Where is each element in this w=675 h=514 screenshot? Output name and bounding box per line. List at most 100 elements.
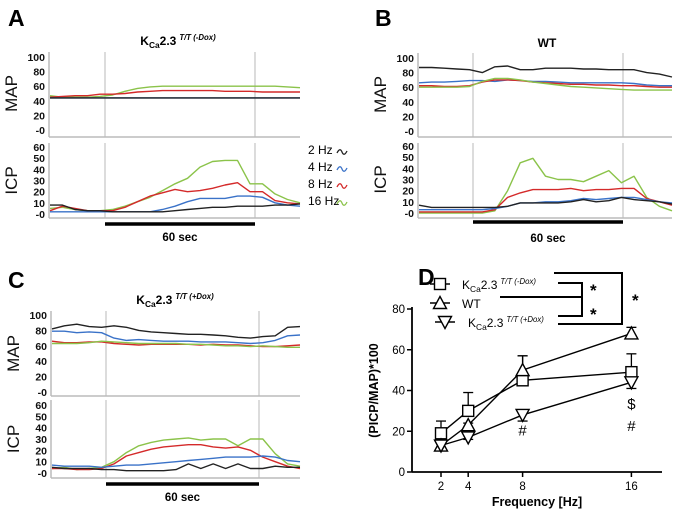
legend-swatch-4hz <box>336 166 348 172</box>
icp-tick-label: 40 <box>402 163 414 175</box>
title-base: K <box>468 316 476 330</box>
series-line-square <box>440 371 632 434</box>
map-tick-label: 60 <box>33 81 45 93</box>
icp-tick-label: 30 <box>35 434 47 446</box>
panel-d-chart: D 0 20 40 60 80 2 4 8 16 Frequency [Hz] (PICP/MAP)*… <box>367 264 662 509</box>
icp-axis-label: ICP <box>4 425 23 453</box>
time-scale-label: 60 sec <box>530 233 566 245</box>
icp-trace-16hz <box>51 437 301 471</box>
map-tick-label: 40 <box>402 97 414 109</box>
title-subscript: Ca <box>476 322 487 332</box>
title-superscript: T/T (-Dox) <box>500 277 536 286</box>
panel-letter: C <box>8 267 25 293</box>
legend-label: KCa2.3 T/T (+Dox) <box>468 315 544 332</box>
map-trace-4hz <box>52 330 301 345</box>
time-scale-label: 60 sec <box>162 232 198 244</box>
legend-label: WT <box>462 297 481 311</box>
map-trace-4hz <box>418 79 672 87</box>
map-trace-2hz <box>419 65 673 78</box>
significance-star: * <box>590 305 597 324</box>
significance-bracket <box>554 272 623 325</box>
x-tick-label: 8 <box>519 481 525 493</box>
series-line-triangle-down <box>440 381 632 447</box>
icp-axis-label: ICP <box>2 166 21 194</box>
title-base: K <box>136 293 145 307</box>
map-tick-label: 80 <box>35 325 47 337</box>
legend-label: 4 Hz <box>308 160 333 174</box>
icp-tick-label: 50 <box>402 152 414 164</box>
icp-trace-16hz <box>49 159 301 212</box>
significance-star: * <box>590 281 597 300</box>
map-axis-label: MAP <box>4 335 23 372</box>
icp-tick-label: 10 <box>33 198 45 210</box>
y-tick-label: 20 <box>392 426 405 438</box>
icp-tick-label: 40 <box>35 423 47 435</box>
panel-letter: B <box>375 5 392 31</box>
legend-marker-triangle-up <box>432 295 448 310</box>
map-tick-label: 60 <box>402 82 414 94</box>
map-axis-label: MAP <box>371 76 390 113</box>
title-main: 2.3 <box>481 278 498 292</box>
data-point-triangle-up <box>514 362 531 377</box>
icp-trace-2hz <box>50 203 301 213</box>
data-point-triangle-down <box>460 431 476 446</box>
title-subscript: Ca <box>470 284 481 294</box>
icp-tick-label: 40 <box>33 164 45 176</box>
x-tick-label: 4 <box>465 481 472 493</box>
y-tick-label: 0 <box>399 467 405 479</box>
map-trace-2hz <box>51 323 301 339</box>
map-trace-16hz <box>49 85 301 98</box>
title-subscript: Ca <box>145 299 156 309</box>
icp-trace-8hz <box>419 187 673 213</box>
icp-trace-2hz <box>51 463 300 472</box>
map-tick-label: 80 <box>402 68 414 80</box>
legend-label: 2 Hz <box>308 143 333 157</box>
data-point-triangle-down <box>433 439 449 454</box>
title-superscript: T/T (+Dox) <box>506 315 544 324</box>
icp-trace-2hz <box>418 196 673 209</box>
data-point-triangle-up <box>460 417 476 432</box>
panel-title: KCa2.3 T/T (-Dox) <box>140 33 216 50</box>
x-tick-label: 2 <box>438 481 444 493</box>
y-axis-label: (PICP/MAP)*100 <box>367 343 381 438</box>
title-superscript: T/T (+Dox) <box>175 292 214 301</box>
icp-tick-label: 50 <box>35 411 47 423</box>
icp-tick-label: 10 <box>35 457 47 469</box>
icp-tick-label: 60 <box>402 141 414 153</box>
x-tick-label: 16 <box>625 481 638 493</box>
panel-title: KCa2.3 T/T (+Dox) <box>136 292 214 309</box>
legend-marker-triangle-down <box>437 315 453 330</box>
legend-label: KCa2.3 T/T (-Dox) <box>462 277 536 294</box>
icp-tick-label: 20 <box>33 187 45 199</box>
title-base: WT <box>538 36 557 50</box>
x-axis-label: Frequency [Hz] <box>492 495 582 509</box>
panel-title: WT <box>538 36 557 50</box>
icp-tick-label: 20 <box>35 445 47 457</box>
data-point-square <box>462 404 475 418</box>
icp-trace-4hz <box>419 196 673 211</box>
icp-trace-4hz <box>50 195 301 213</box>
data-point-square <box>434 427 448 440</box>
panel-letter: D <box>418 264 435 290</box>
significance-bracket <box>500 296 583 317</box>
legend-swatch-2hz <box>336 149 348 155</box>
map-tick-label: 40 <box>35 356 47 368</box>
legend-swatch-8hz <box>336 183 348 189</box>
title-base: K <box>462 278 470 292</box>
data-point-triangle-down <box>623 376 640 391</box>
map-tick-label: 100 <box>396 53 414 65</box>
map-tick-label: -0 <box>38 387 47 399</box>
icp-axis-label: ICP <box>371 165 390 193</box>
icp-tick-label: -0 <box>38 468 47 480</box>
icp-tick-label: 30 <box>33 176 45 188</box>
icp-tick-label: 30 <box>402 175 414 187</box>
map-tick-label: 20 <box>35 372 47 384</box>
title-superscript: T/T (-Dox) <box>179 33 216 42</box>
icp-tick-label: 50 <box>33 153 45 165</box>
panel-letter: A <box>8 5 25 31</box>
icp-tick-label: 20 <box>402 186 414 198</box>
